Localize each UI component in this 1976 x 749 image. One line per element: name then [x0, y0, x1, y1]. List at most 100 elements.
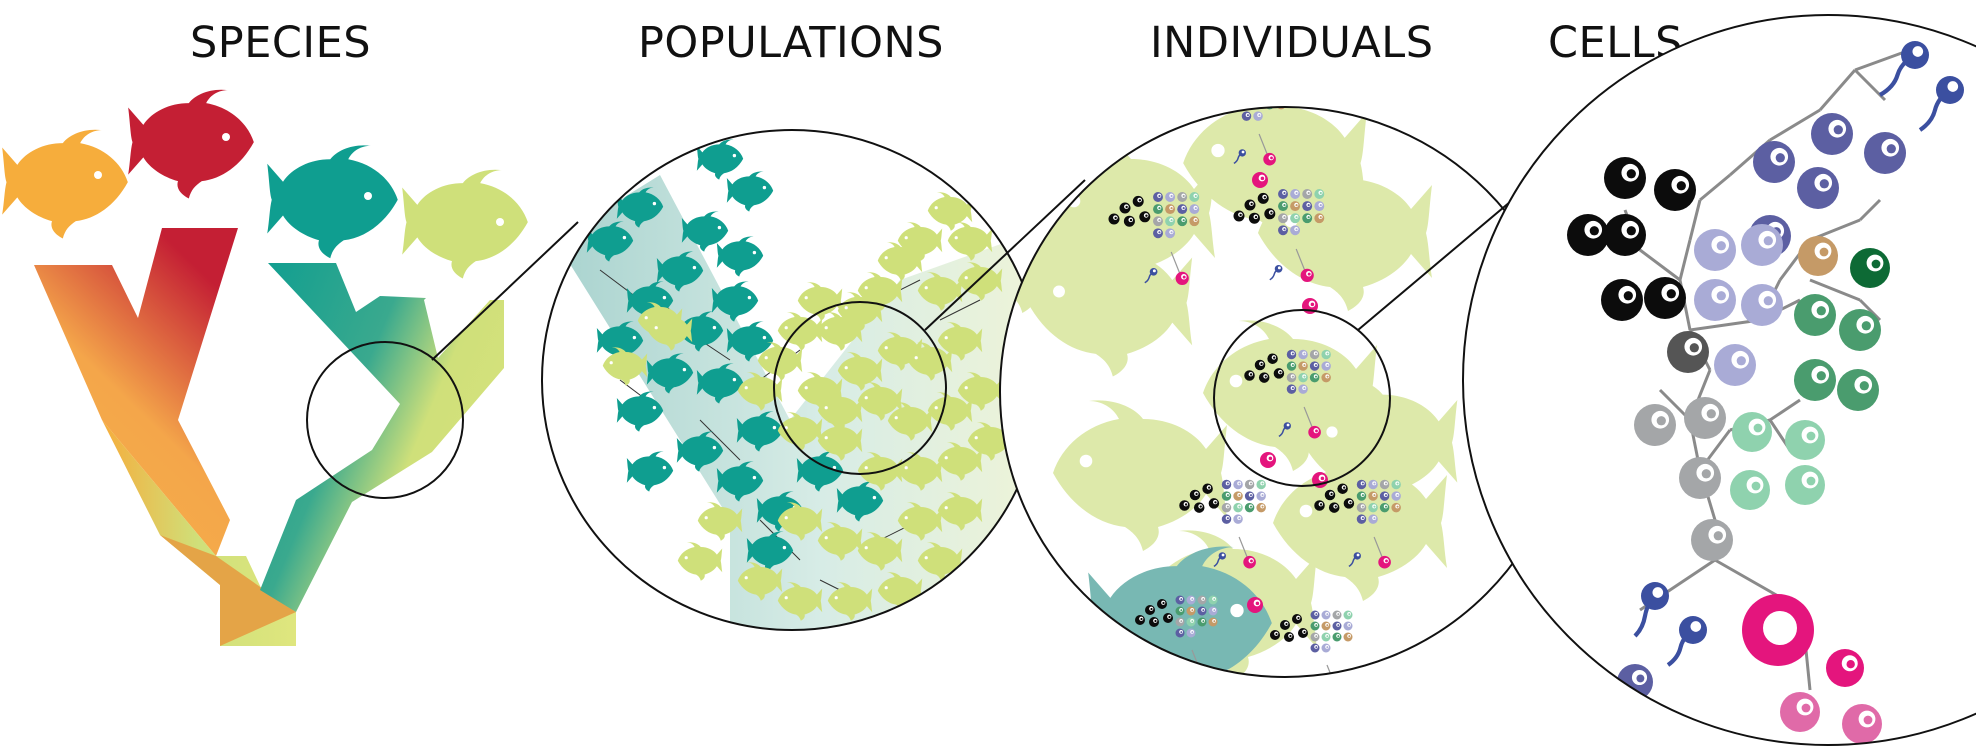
cell-icon	[1604, 157, 1646, 199]
cell-icon	[1309, 361, 1320, 371]
cell-icon	[1233, 210, 1245, 222]
zoom-lens	[306, 341, 464, 499]
cell-icon	[1286, 361, 1297, 371]
cell-icon	[1244, 479, 1255, 490]
cell-icon	[1252, 172, 1268, 188]
cell-icon	[1221, 514, 1232, 524]
cell-icon	[1321, 372, 1331, 383]
cell-icon	[1179, 500, 1190, 511]
cell-icon	[1153, 216, 1163, 227]
cell-icon	[1314, 500, 1325, 511]
cell-icon	[1253, 111, 1263, 121]
cell-icon	[1343, 632, 1353, 642]
label-species: SPECIES	[190, 18, 371, 68]
cell-icon	[1202, 483, 1213, 494]
cell-icon	[1267, 353, 1278, 364]
cell-icon	[1208, 595, 1218, 605]
cell-icon	[1368, 491, 1378, 501]
cell-icon	[1343, 498, 1355, 509]
cell-icon	[1310, 621, 1320, 631]
cell-icon	[1368, 502, 1378, 513]
cell-icon	[1229, 95, 1240, 106]
phylogeny-tree	[34, 228, 504, 646]
cell-icon	[1343, 621, 1353, 631]
cell-icon	[1332, 632, 1342, 642]
cell-icon	[1368, 514, 1378, 524]
cell-icon	[1241, 111, 1252, 121]
cell-icon	[1253, 88, 1262, 97]
sperm-icon	[1278, 422, 1291, 438]
cell-icon	[1197, 606, 1207, 616]
cell-icon	[1842, 704, 1882, 744]
cell-icon	[1286, 372, 1297, 383]
cell-icon	[1186, 628, 1196, 638]
cell-icon	[1233, 479, 1243, 490]
cell-icon	[1794, 359, 1836, 401]
cell-icon	[1149, 617, 1159, 627]
cell-icon	[1314, 189, 1325, 199]
cell-icon	[1197, 595, 1207, 605]
cell-icon	[1247, 597, 1263, 613]
cell-icon	[1241, 107, 1252, 110]
fish-icon	[402, 169, 528, 279]
cell-icon	[1265, 77, 1274, 86]
cell-icon	[1222, 80, 1233, 91]
cell-icon	[1732, 412, 1772, 452]
cell-icon	[1356, 502, 1367, 513]
cell-icon	[1270, 630, 1280, 640]
cell-icon	[1256, 479, 1266, 490]
cell-icon	[1321, 361, 1331, 371]
cell-icon	[1244, 199, 1256, 211]
cell-icon	[1302, 213, 1313, 224]
cell-icon	[1314, 201, 1325, 212]
cell-icon	[1286, 384, 1297, 394]
cell-icon	[1177, 204, 1188, 215]
cell-icon	[1730, 470, 1770, 510]
sperm-icon	[1878, 41, 1929, 97]
cell-icon	[1242, 77, 1251, 86]
cell-icon	[1654, 169, 1696, 211]
cell-icon	[1826, 649, 1864, 687]
cell-icon	[1135, 615, 1145, 625]
individual-fish-group	[1000, 107, 1458, 677]
cell-icon	[1175, 617, 1185, 627]
cell-icon	[1175, 595, 1185, 605]
cell-icon	[1244, 502, 1255, 513]
cell-icon	[1175, 271, 1189, 285]
cell-icon	[1298, 372, 1308, 383]
cell-icon	[1742, 594, 1814, 666]
cell-icon	[1278, 225, 1288, 236]
cell-icon	[1308, 425, 1321, 439]
cell-icon	[1208, 617, 1218, 627]
sperm-icon	[1233, 149, 1246, 165]
sperm-icon	[1213, 552, 1226, 568]
cell-icon	[1356, 491, 1367, 501]
sperm-icon	[1269, 264, 1283, 281]
cell-icon	[1314, 213, 1325, 224]
individual-cells-group	[1108, 77, 1401, 694]
cell-icon	[1233, 514, 1243, 524]
cell-icon	[1298, 384, 1308, 394]
cell-icon	[1153, 192, 1163, 202]
cell-icon	[1153, 204, 1163, 215]
cell-icon	[1177, 216, 1188, 227]
cell-icon	[1189, 216, 1200, 227]
population-fish-group	[586, 139, 1013, 621]
cell-icon	[1276, 77, 1285, 86]
cell-icon	[1356, 479, 1367, 490]
label-populations: POPULATIONS	[638, 18, 944, 68]
cell-icon	[1332, 621, 1342, 631]
cell-icon	[1343, 610, 1353, 620]
sperm-icon	[1167, 664, 1180, 677]
zoom-connector	[924, 179, 1086, 331]
cell-icon	[1221, 479, 1232, 490]
cell-icon	[1741, 224, 1783, 266]
cell-icon	[1811, 113, 1853, 155]
sperm-icon	[1303, 680, 1315, 694]
cell-icon	[1379, 491, 1390, 501]
cell-icon	[1276, 88, 1285, 97]
fish-icon	[2, 129, 128, 239]
cell-icon	[1284, 632, 1294, 642]
cell-icon	[1780, 692, 1820, 732]
